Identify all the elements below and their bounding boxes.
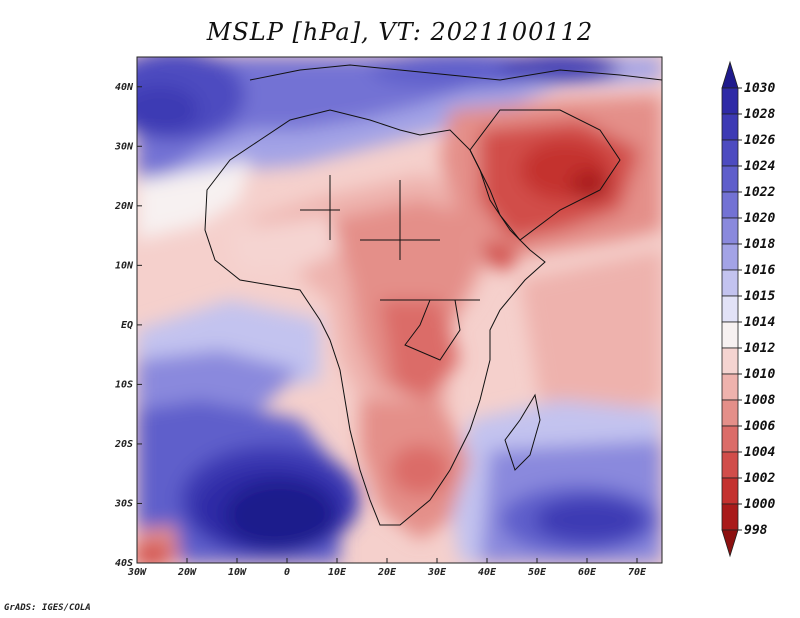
colorbar-swatch [721,451,739,479]
lat-tick-label: 40S [115,558,133,569]
lon-tick-label: 20W [177,567,197,578]
lon-tick-label: 10W [228,567,247,578]
lat-tick-label: 30N [114,141,134,152]
colorbar-swatch [721,60,739,89]
colorbar-swatch [721,321,739,349]
colorbar-swatch [721,269,739,297]
colorbar-swatch [721,243,739,271]
colorbar-label: 998 [744,523,768,538]
colorbar-swatch [721,425,739,453]
lat-tick-label: 10S [115,379,133,390]
map-title: MSLP [hPa], VT: 2021100112 [206,18,594,46]
colorbar-label: 1018 [744,237,775,252]
colorbar-swatch [721,373,739,401]
colorbar-swatch [721,113,739,141]
colorbar-swatch [721,139,739,167]
colorbar-label: 1002 [744,471,775,486]
pressure-field [137,57,662,563]
colorbar: 1030 1028 1026 1024 1022 1020 1018 1016 1015 1014… [721,60,775,558]
colorbar-swatch [721,477,739,505]
lon-tick-label: 70E [628,567,647,578]
lon-tick-label: 20E [377,567,397,578]
lat-tick-label: EQ [121,320,133,331]
colorbar-label: 1026 [744,133,775,148]
colorbar-label: 1000 [744,497,775,512]
colorbar-swatch [721,529,739,558]
lon-tick-label: 30E [427,567,447,578]
colorbar-label: 1030 [744,81,775,96]
lat-tick-label: 20N [114,201,134,212]
plot-frame [136,56,663,564]
colorbar-swatch [721,217,739,245]
colorbar-label: 1015 [744,289,775,304]
coastlines [204,64,662,526]
lat-tick-label: 20S [114,439,133,450]
colorbar-label: 1006 [744,419,775,434]
colorbar-label: 1022 [744,185,775,200]
lon-tick-label: 30W [127,567,147,578]
colorbar-swatch [721,399,739,427]
latitude-axis: 40N 30N 20N 10N EQ 10S 20S 30S 40S [114,82,142,569]
colorbar-swatch [721,295,739,323]
colorbar-label: 1008 [744,393,775,408]
lat-tick-label: 10N [115,260,134,271]
colorbar-label: 1014 [744,315,775,330]
colorbar-label: 1020 [744,211,775,226]
lat-tick-label: 30S [114,498,133,509]
lon-tick-label: 40E [478,567,497,578]
lon-tick-label: 10E [328,567,347,578]
lat-tick-label: 40N [115,82,134,93]
lon-tick-label: 50E [528,567,547,578]
colorbar-swatch [721,347,739,375]
colorbar-label: 1024 [744,159,775,174]
longitude-axis: 30W 20W 10W 0 10E 20E 30E 40E 50E 60E 70E [127,558,647,578]
colorbar-swatch [721,503,739,531]
credit-text: GrADS: IGES/COLA [4,603,91,613]
colorbar-label: 1016 [744,263,775,278]
colorbar-label: 1004 [744,445,775,460]
colorbar-swatch [721,191,739,219]
colorbar-label: 1010 [744,367,775,382]
colorbar-swatch [721,165,739,193]
lon-tick-label: 60E [578,567,597,578]
colorbar-label: 1028 [744,107,775,122]
colorbar-label: 1012 [744,341,775,356]
colorbar-swatch [721,87,739,115]
lon-tick-label: 0 [284,567,290,578]
